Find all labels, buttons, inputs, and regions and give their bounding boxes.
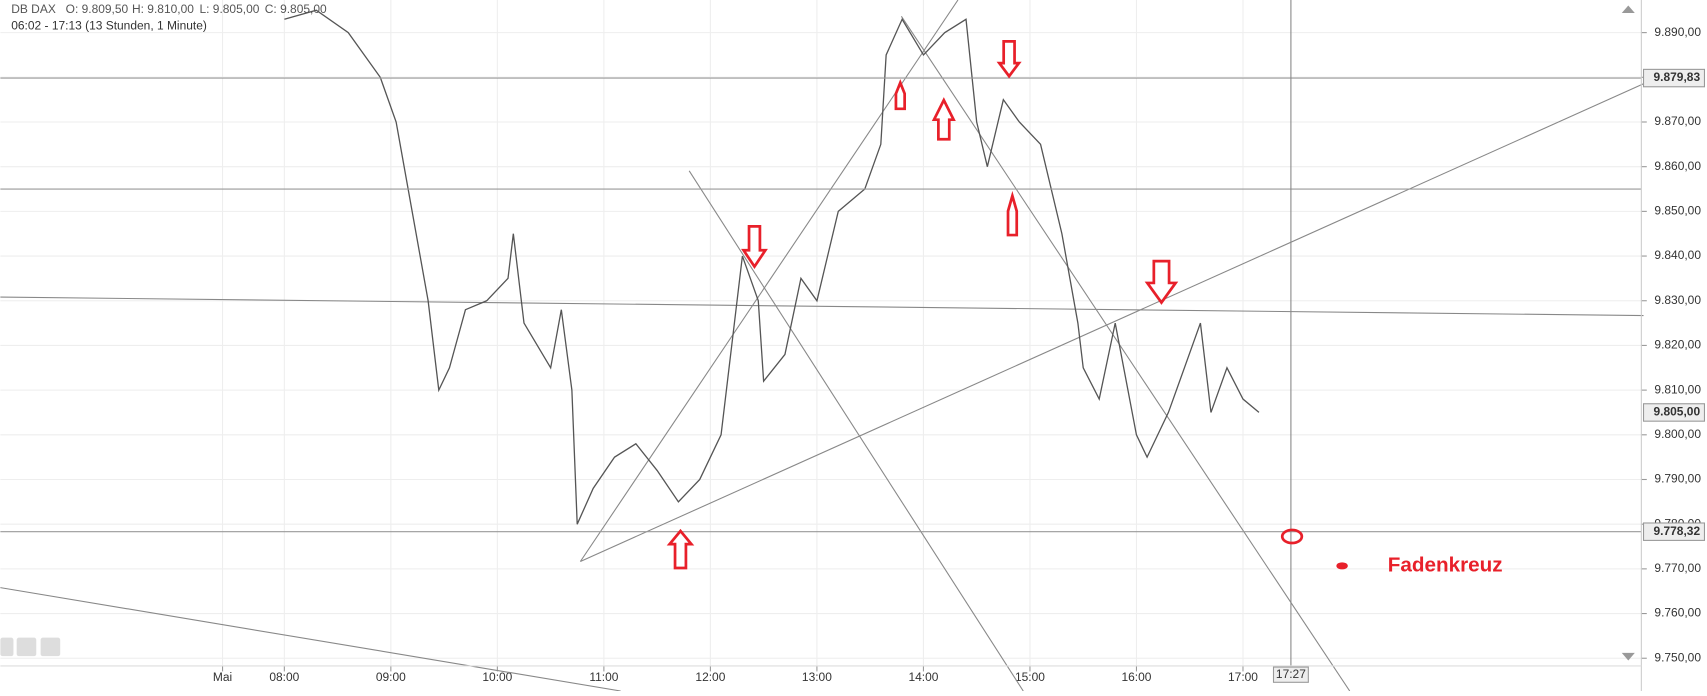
plot — [0, 0, 1642, 666]
last-price-box — [1642, 403, 1706, 422]
x-tick-label: 16:00 — [1121, 670, 1151, 684]
arrow-up — [666, 528, 695, 570]
trend-line — [900, 16, 1351, 692]
close: C: 9.805,00 — [265, 2, 327, 16]
open: O: 9.809,50 — [66, 2, 129, 16]
y-tick-label: 9.760,00 — [1654, 606, 1701, 620]
toolbar — [0, 637, 61, 657]
symbol: DB DAX — [11, 2, 56, 16]
arrow-down — [741, 224, 768, 270]
x-tick-label: 14:00 — [908, 670, 938, 684]
y-tick-label: 9.820,00 — [1654, 338, 1701, 352]
dot — [1336, 562, 1348, 570]
trend-line — [0, 296, 1644, 317]
y-tick-label: 9.800,00 — [1654, 427, 1701, 441]
arrow-down — [1144, 259, 1179, 305]
x-tick-label: 11:00 — [589, 670, 618, 684]
range: 06:02 - 17:13 (13 Stunden, 1 Minute) — [11, 18, 207, 32]
level-label: 9.778,32 — [1654, 524, 1701, 538]
y-tick-label: 9.840,00 — [1654, 248, 1701, 262]
price-line — [284, 9, 1260, 525]
crosshair-label: 17:27 — [1276, 667, 1306, 681]
y-tick-label: 9.860,00 — [1654, 159, 1701, 173]
y-tick-label: 9.810,00 — [1654, 382, 1701, 396]
y-tick-label: 9.850,00 — [1654, 204, 1701, 218]
trend-lines — [0, 0, 1644, 692]
arrow-down — [996, 39, 1022, 79]
arrow-up — [894, 79, 907, 111]
x-tick-label: 13:00 — [802, 670, 832, 684]
x-tick-label: Mai — [213, 670, 232, 684]
level-label: 9.879,83 — [1654, 70, 1701, 84]
crosshair-box — [1272, 666, 1309, 683]
y-tick-label: 9.830,00 — [1654, 293, 1701, 307]
header: DB DAX O: 9.809,50 H: 9.810,00 L: 9.805,… — [11, 2, 327, 32]
level-box — [1642, 522, 1706, 541]
y-tick-label: 9.750,00 — [1654, 650, 1701, 664]
trend-line — [580, 83, 1644, 563]
tool-button[interactable] — [0, 637, 14, 657]
level-box — [1642, 68, 1706, 88]
tool-button[interactable] — [40, 637, 61, 657]
x-tick-label: 09:00 — [376, 670, 406, 684]
trend-line — [688, 170, 1024, 692]
x-tick-label: 12:00 — [695, 670, 725, 684]
annotation: Fadenkreuz — [1388, 553, 1503, 576]
scroll-up[interactable] — [1621, 5, 1635, 14]
grid: 9.750,009.760,009.770,009.780,009.790,00… — [0, 0, 1701, 684]
x-tick-label: 08:00 — [269, 670, 299, 684]
x-tick-label: 10:00 — [482, 670, 512, 684]
crosshair-marker — [1280, 528, 1304, 545]
scroll-down[interactable] — [1621, 652, 1635, 661]
last-price-label: 9.805,00 — [1654, 405, 1701, 419]
y-tick-label: 9.870,00 — [1654, 114, 1701, 128]
low: L: 9.805,00 — [199, 2, 259, 16]
annotations — [666, 39, 1348, 570]
arrow-up — [931, 97, 956, 141]
tool-button[interactable] — [16, 637, 37, 657]
high: H: 9.810,00 — [132, 2, 194, 16]
x-tick-label: 17:00 — [1228, 670, 1258, 684]
x-tick-label: 15:00 — [1015, 670, 1045, 684]
y-tick-label: 9.790,00 — [1654, 472, 1701, 486]
y-tick-label: 9.770,00 — [1654, 561, 1701, 575]
arrow-up — [1006, 190, 1019, 237]
y-tick-label: 9.890,00 — [1654, 25, 1701, 39]
trend-line — [0, 587, 621, 692]
